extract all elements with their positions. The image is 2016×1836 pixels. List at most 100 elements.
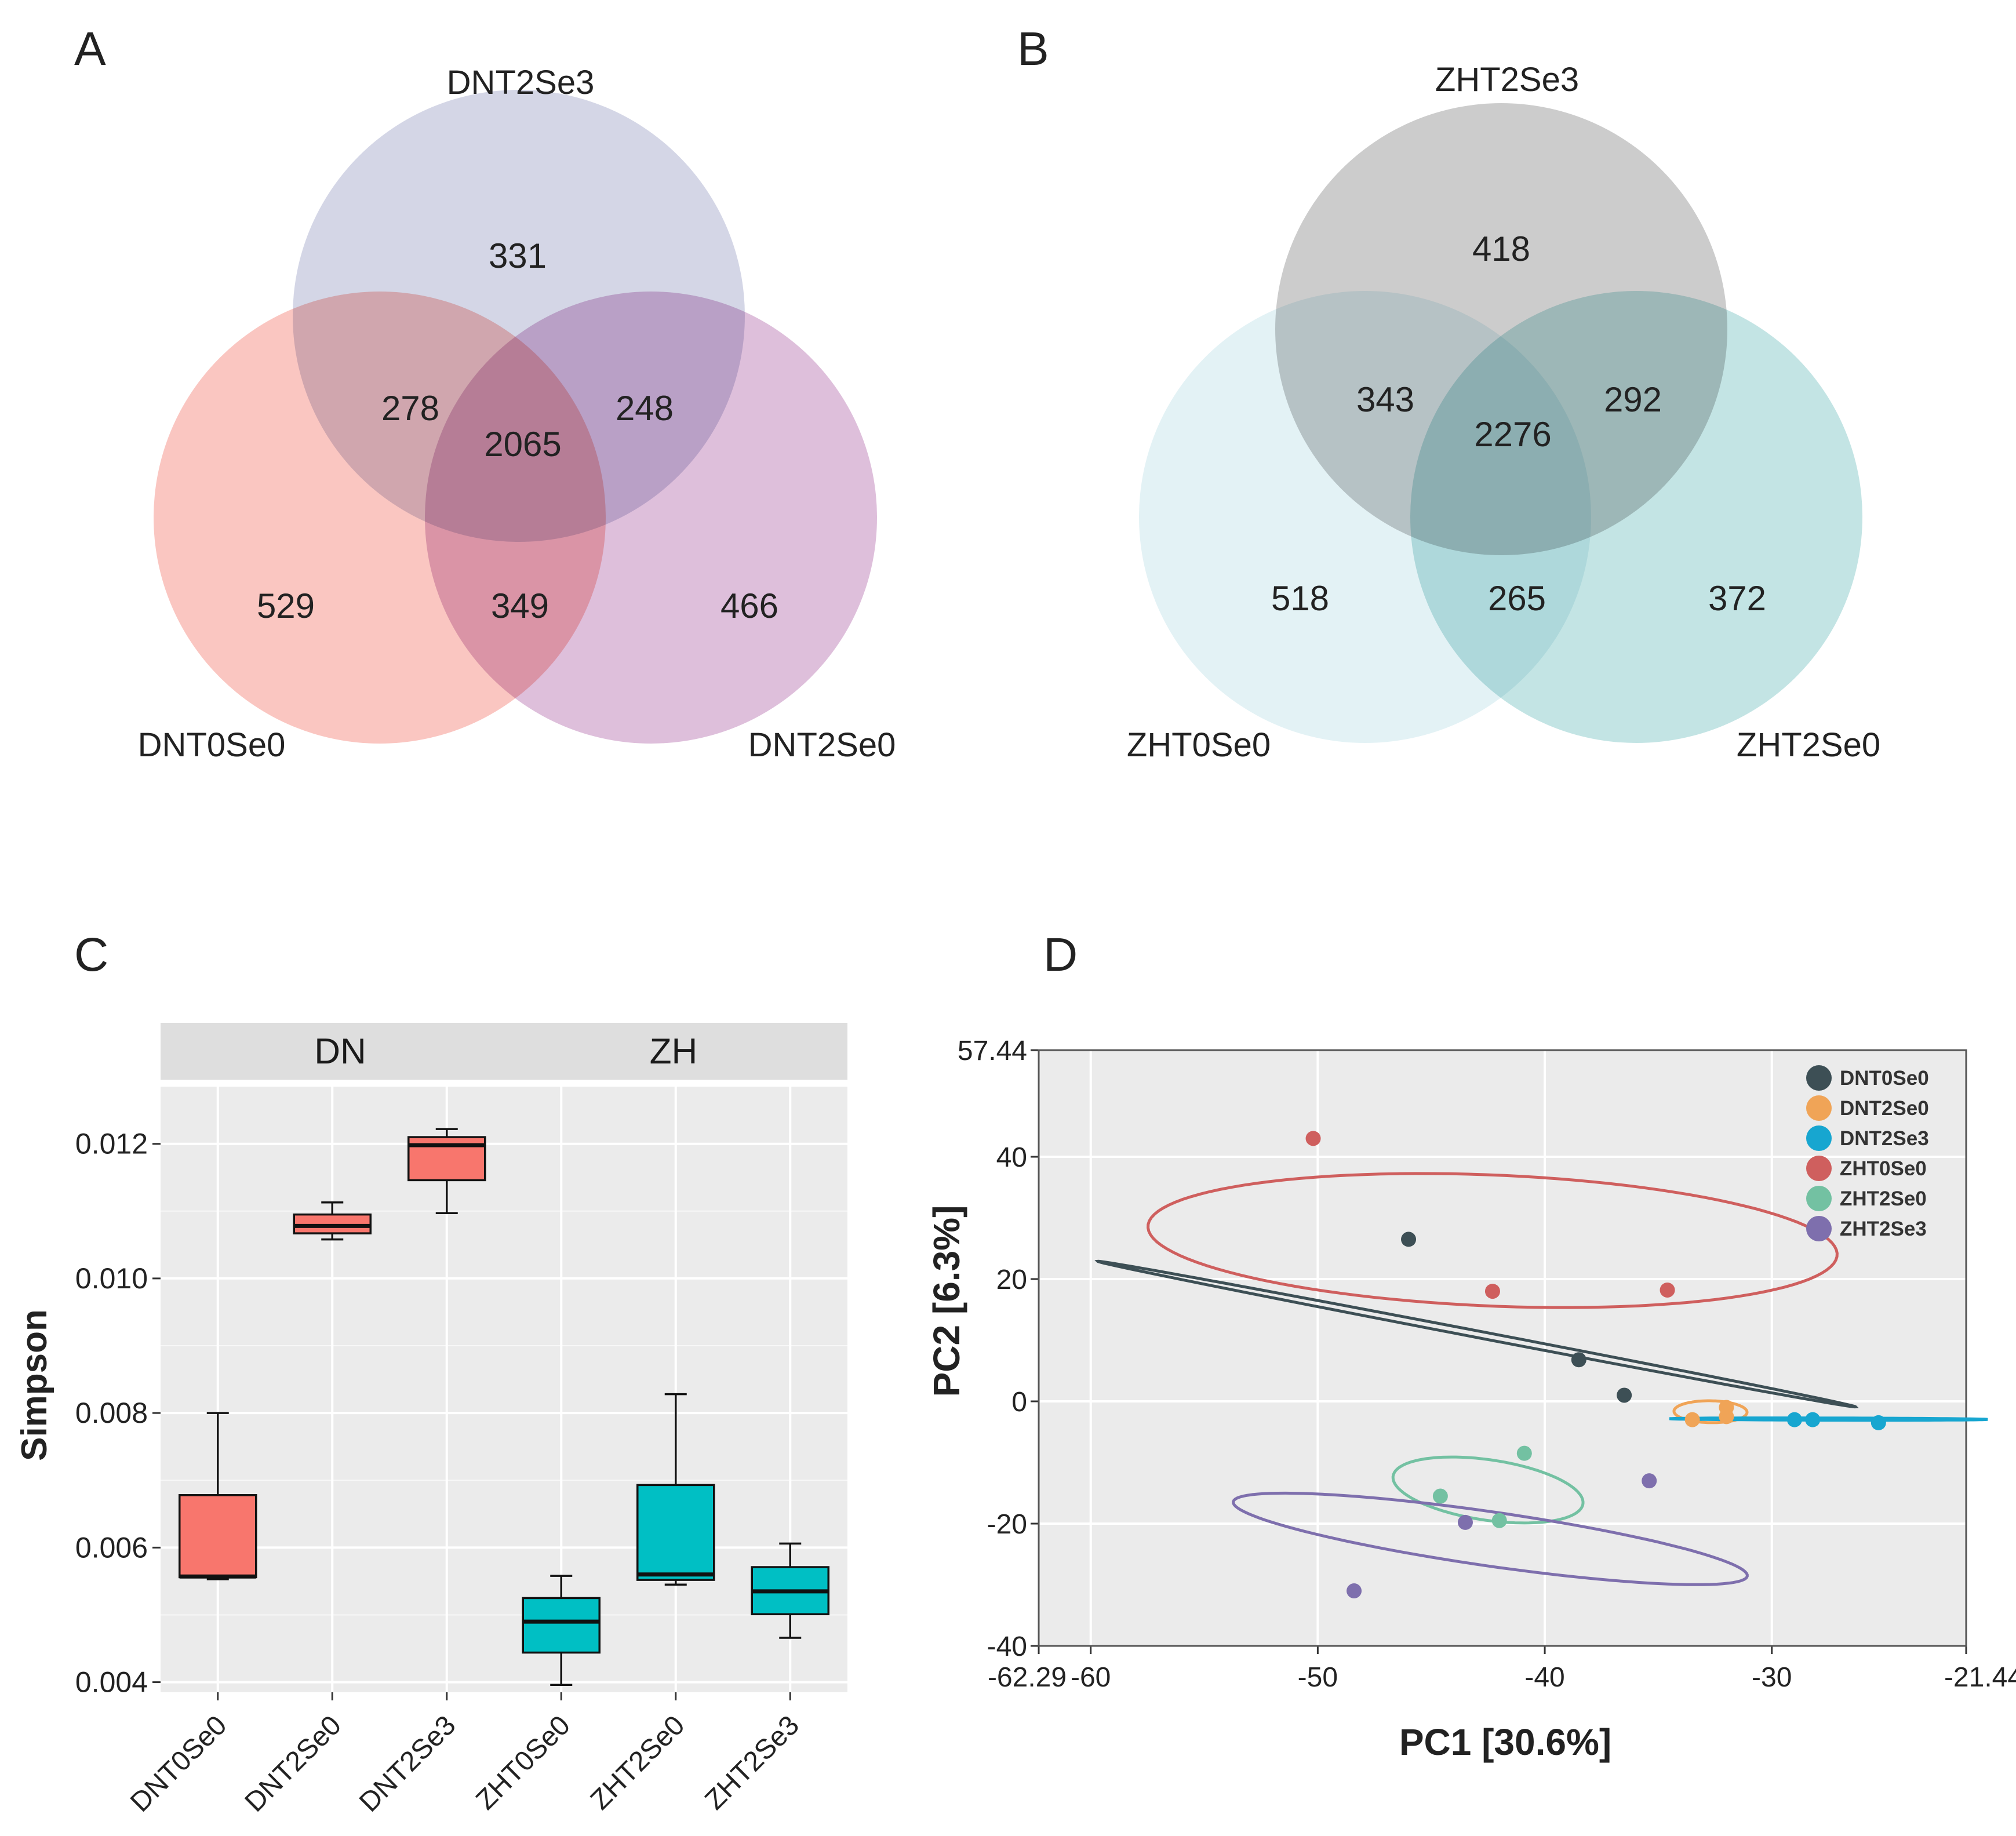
point-dnt0se0 — [1571, 1352, 1586, 1368]
point-dnt2se3 — [1805, 1412, 1821, 1427]
point-dnt2se3 — [1786, 1412, 1802, 1427]
box-grid — [152, 1080, 847, 1700]
venn-a-count-top-only: 331 — [489, 236, 547, 275]
venn-a-count-left-only: 529 — [257, 586, 315, 625]
legend-key-zht0se0 — [1806, 1156, 1832, 1181]
legend-label: DNT2Se3 — [1840, 1127, 1929, 1150]
pca-ellipses — [1094, 1172, 1988, 1586]
box-xtick-label: DNT0Se0 — [125, 1710, 232, 1817]
point-dnt2se3 — [1871, 1415, 1886, 1430]
box-ytick-label: 0.010 — [75, 1262, 148, 1295]
pca-xtick-label: -40 — [1524, 1662, 1564, 1693]
legend-label: DNT0Se0 — [1840, 1067, 1929, 1090]
venn-b-label-right: ZHT2Se0 — [1737, 726, 1880, 764]
pca-ytick-label: -40 — [987, 1631, 1027, 1662]
ellipse-dnt0se0 — [1094, 1259, 1859, 1409]
box-xtick-label: ZHT0Se0 — [470, 1710, 576, 1816]
box-xtick-label: DNT2Se0 — [239, 1710, 347, 1817]
venn-a-count-all: 2065 — [484, 425, 561, 464]
point-zht2se3 — [1457, 1514, 1473, 1530]
venn-b-label-left: ZHT0Se0 — [1127, 726, 1271, 764]
legend-label: ZHT2Se3 — [1840, 1218, 1927, 1240]
legend-key-dnt2se3 — [1806, 1125, 1832, 1151]
facet-label-zh: ZH — [650, 1032, 698, 1072]
venn-a — [154, 90, 877, 744]
panel-letter-d: D — [1043, 928, 1078, 981]
legend-label: ZHT2Se0 — [1840, 1187, 1927, 1210]
pca-xlabel: PC1 [30.6%] — [1399, 1721, 1611, 1763]
point-zht2se3 — [1347, 1583, 1362, 1599]
point-zht0se0 — [1484, 1284, 1500, 1299]
venn-b-count-left-right: 265 — [1488, 579, 1546, 618]
point-zht0se0 — [1660, 1282, 1675, 1298]
pca-xtick-label: -62.29 — [988, 1662, 1067, 1693]
legend-label: DNT2Se0 — [1840, 1097, 1929, 1120]
box-xtick-label: DNT2Se3 — [354, 1710, 461, 1817]
box-xtick-label: ZHT2Se3 — [699, 1710, 805, 1816]
box-dnt0se0 — [179, 1494, 257, 1579]
point-zht2se3 — [1642, 1473, 1657, 1489]
box-ytick-label: 0.006 — [75, 1531, 148, 1564]
venn-a-count-top-left: 278 — [381, 389, 439, 428]
venn-a-count-left-right: 349 — [491, 586, 549, 625]
box-panel-background — [161, 1023, 847, 1692]
pca-plot-background — [1039, 1050, 1966, 1646]
pca-ylabel: PC2 [6.3%] — [926, 1205, 967, 1397]
pca-points — [1305, 1131, 1886, 1599]
box-ytick-label: 0.008 — [75, 1397, 148, 1429]
venn-a-label-left: DNT0Se0 — [138, 726, 286, 764]
panel-letter-c: C — [74, 928, 108, 981]
point-zht0se0 — [1305, 1131, 1321, 1146]
point-zht2se0 — [1432, 1488, 1448, 1504]
point-zht2se0 — [1516, 1445, 1532, 1461]
legend-key-dnt0se0 — [1806, 1065, 1832, 1091]
venn-b-count-right-only: 372 — [1708, 579, 1766, 618]
box-xtick-label: ZHT2Se0 — [585, 1710, 691, 1816]
pca-ytick-label: 20 — [996, 1265, 1027, 1295]
panel-letter-b: B — [1017, 23, 1049, 75]
legend-key-zht2se3 — [1806, 1216, 1832, 1241]
point-zht2se0 — [1491, 1513, 1507, 1528]
box-zht0se0 — [522, 1597, 601, 1654]
pca-xtick-label: -60 — [1071, 1662, 1111, 1693]
venn-a-label-right: DNT2Se0 — [748, 726, 896, 764]
pca-xtick-label: -21.44 — [1944, 1662, 2016, 1693]
ellipse-dnt2se3 — [1669, 1416, 1988, 1422]
venn-a-count-top-right: 248 — [616, 389, 674, 428]
venn-b-circle-right — [1410, 291, 1862, 743]
venn-b-label-top: ZHT2Se3 — [1435, 61, 1579, 99]
box-ytick-label: 0.012 — [75, 1128, 148, 1160]
venn-a-circle-right — [425, 292, 877, 744]
point-dnt2se0 — [1684, 1412, 1700, 1427]
point-dnt0se0 — [1617, 1387, 1632, 1403]
box-ylabel: Simpson — [14, 1309, 54, 1461]
panel-letter-a: A — [74, 23, 106, 75]
ellipse-zht2se3 — [1232, 1491, 1749, 1586]
venn-b-count-top-left: 343 — [1356, 380, 1414, 419]
ellipse-zht0se0 — [1147, 1172, 1839, 1309]
pca-plot-frame — [1038, 1049, 1967, 1647]
venn-b-count-all: 2276 — [1474, 415, 1551, 454]
legend-key-dnt2se0 — [1806, 1095, 1832, 1121]
pca-legend: DNT0Se0 DNT2Se0 DNT2Se3 ZHT0Se0 ZHT2Se0 … — [1806, 1065, 1929, 1241]
point-dnt0se0 — [1401, 1232, 1417, 1247]
pca-ytick-label: 40 — [996, 1142, 1027, 1173]
pca-ytick-label: 57.44 — [958, 1036, 1027, 1066]
facet-label-dn: DN — [314, 1032, 366, 1072]
ellipse-zht2se0 — [1391, 1455, 1585, 1525]
venn-b — [1139, 103, 1862, 743]
box-ytick-label: 0.004 — [75, 1666, 148, 1699]
venn-a-label-top: DNT2Se3 — [447, 64, 595, 101]
pca-xtick-label: -50 — [1298, 1662, 1338, 1693]
venn-a-count-right-only: 466 — [720, 586, 778, 625]
pca-xtick-label: -30 — [1752, 1662, 1792, 1693]
point-dnt2se0 — [1719, 1409, 1734, 1425]
venn-b-count-top-only: 418 — [1472, 230, 1530, 268]
venn-b-count-left-only: 518 — [1271, 579, 1329, 618]
legend-key-zht2se0 — [1806, 1186, 1832, 1211]
legend-label: ZHT0Se0 — [1840, 1157, 1927, 1180]
box-zht2se0 — [636, 1484, 715, 1581]
pca-ytick-label: 0 — [1011, 1387, 1027, 1418]
pca-ytick-label: -20 — [987, 1509, 1027, 1540]
